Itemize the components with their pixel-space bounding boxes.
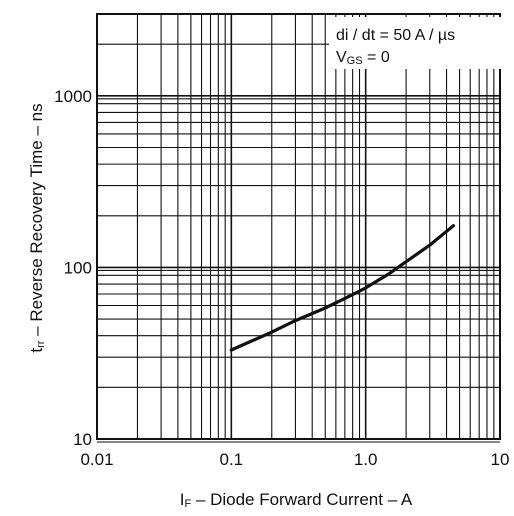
y-tick-label: 100 bbox=[64, 258, 92, 277]
annotation-line2: VGS = 0 bbox=[336, 49, 390, 67]
annotation-rest: = 0 bbox=[363, 49, 390, 66]
plot-grid bbox=[96, 13, 501, 443]
y-tick-label: 1000 bbox=[54, 87, 92, 106]
curve-layer bbox=[229, 224, 455, 352]
annotation-sub: GS bbox=[347, 55, 363, 67]
tick-labels: 0.01 0.1 1.0 10 10 100 1000 bbox=[54, 87, 509, 469]
annotation-box bbox=[329, 17, 501, 69]
x-tick-label: 0.01 bbox=[80, 450, 113, 469]
series-curve bbox=[229, 224, 455, 352]
y-axis-title: trr – Reverse Recovery Time – ns bbox=[27, 103, 47, 352]
x-axis-sub: F bbox=[184, 498, 191, 510]
annotation-sym: V bbox=[336, 49, 347, 66]
y-tick-label: 10 bbox=[73, 430, 92, 449]
x-axis-rest: – Diode Forward Current – A bbox=[191, 490, 413, 509]
x-axis-sym: I bbox=[180, 490, 185, 509]
y-axis-sym: t bbox=[27, 348, 46, 353]
y-axis-rest: – Reverse Recovery Time – ns bbox=[27, 103, 46, 340]
annotation-line1: di / dt = 50 A / µs bbox=[336, 27, 455, 44]
x-tick-label: 10 bbox=[491, 450, 510, 469]
x-tick-label: 1.0 bbox=[354, 450, 378, 469]
y-axis-sub: rr bbox=[35, 340, 47, 348]
x-axis-title: IF – Diode Forward Current – A bbox=[180, 490, 413, 510]
x-tick-label: 0.1 bbox=[220, 450, 244, 469]
plot-frame bbox=[96, 13, 501, 440]
